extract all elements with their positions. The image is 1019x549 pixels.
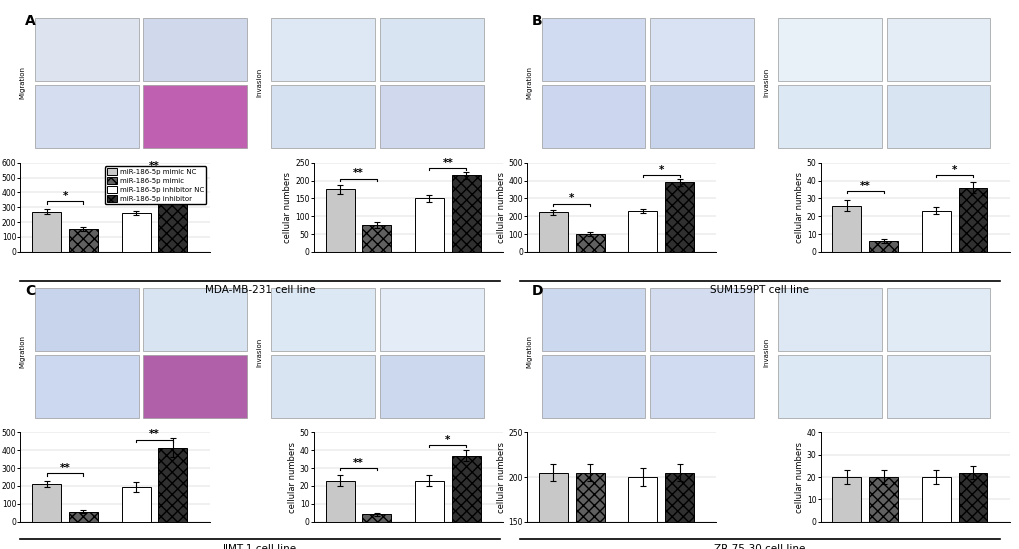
Text: A: A: [25, 14, 36, 28]
Bar: [538, 473, 568, 522]
Text: Invasion: Invasion: [256, 337, 262, 367]
Bar: [362, 225, 391, 252]
Bar: [325, 480, 355, 522]
FancyBboxPatch shape: [777, 288, 881, 351]
Bar: [868, 477, 897, 522]
Bar: [158, 447, 187, 522]
Bar: [121, 213, 151, 252]
FancyBboxPatch shape: [35, 355, 139, 418]
FancyBboxPatch shape: [541, 355, 645, 418]
Bar: [69, 512, 98, 522]
Text: **: **: [149, 429, 160, 439]
Bar: [832, 477, 860, 522]
Text: Migration: Migration: [19, 66, 25, 99]
Text: Migration: Migration: [526, 335, 532, 368]
Bar: [415, 480, 443, 522]
Y-axis label: cellular numbers: cellular numbers: [794, 172, 803, 243]
Bar: [628, 477, 656, 522]
Bar: [868, 241, 897, 252]
Text: **: **: [859, 181, 870, 191]
Text: C: C: [25, 284, 36, 298]
Bar: [158, 179, 187, 252]
Bar: [33, 484, 61, 522]
Legend: miR-186-5p mimic NC, miR-186-5p mimic, miR-186-5p inhibitor NC, miR-186-5p inhib: miR-186-5p mimic NC, miR-186-5p mimic, m…: [105, 166, 206, 204]
FancyBboxPatch shape: [35, 18, 139, 81]
Bar: [33, 212, 61, 252]
FancyBboxPatch shape: [541, 18, 645, 81]
FancyBboxPatch shape: [35, 85, 139, 148]
Y-axis label: cellular numbers: cellular numbers: [794, 441, 803, 513]
Bar: [451, 175, 480, 252]
FancyBboxPatch shape: [380, 18, 483, 81]
Text: **: **: [442, 158, 452, 167]
FancyBboxPatch shape: [649, 288, 753, 351]
Text: Migration: Migration: [526, 66, 532, 99]
Text: ZR-75-30 cell line: ZR-75-30 cell line: [713, 544, 805, 549]
Bar: [628, 211, 656, 252]
Bar: [921, 477, 950, 522]
Y-axis label: cellular numbers: cellular numbers: [283, 172, 292, 243]
FancyBboxPatch shape: [144, 355, 247, 418]
Bar: [832, 205, 860, 252]
FancyBboxPatch shape: [144, 288, 247, 351]
Text: Invasion: Invasion: [762, 337, 768, 367]
Text: Invasion: Invasion: [256, 68, 262, 97]
Bar: [921, 211, 950, 252]
Bar: [958, 188, 986, 252]
Text: SUM159PT cell line: SUM159PT cell line: [709, 285, 809, 295]
FancyBboxPatch shape: [777, 18, 881, 81]
FancyBboxPatch shape: [271, 355, 375, 418]
Bar: [69, 229, 98, 252]
Bar: [362, 514, 391, 522]
Text: B: B: [532, 14, 542, 28]
Text: **: **: [353, 169, 364, 178]
FancyBboxPatch shape: [380, 288, 483, 351]
FancyBboxPatch shape: [649, 18, 753, 81]
Bar: [538, 212, 568, 252]
FancyBboxPatch shape: [777, 355, 881, 418]
FancyBboxPatch shape: [271, 85, 375, 148]
FancyBboxPatch shape: [271, 288, 375, 351]
FancyBboxPatch shape: [649, 85, 753, 148]
Bar: [664, 182, 693, 252]
Bar: [576, 234, 604, 252]
Text: **: **: [60, 463, 70, 473]
Y-axis label: cellular numbers: cellular numbers: [496, 441, 505, 513]
Text: **: **: [353, 458, 364, 468]
Bar: [958, 473, 986, 522]
Text: JIMT-1 cell line: JIMT-1 cell line: [223, 544, 297, 549]
Text: *: *: [658, 165, 663, 175]
Text: *: *: [444, 434, 450, 445]
Text: *: *: [569, 193, 574, 203]
Y-axis label: cellular numbers: cellular numbers: [496, 172, 505, 243]
FancyBboxPatch shape: [886, 288, 989, 351]
Text: **: **: [149, 161, 160, 171]
Text: Invasion: Invasion: [762, 68, 768, 97]
FancyBboxPatch shape: [886, 85, 989, 148]
Bar: [576, 473, 604, 522]
FancyBboxPatch shape: [144, 18, 247, 81]
Text: MDA-MB-231 cell line: MDA-MB-231 cell line: [205, 285, 315, 295]
FancyBboxPatch shape: [380, 355, 483, 418]
FancyBboxPatch shape: [541, 85, 645, 148]
Text: *: *: [951, 165, 957, 175]
Y-axis label: cellular numbers: cellular numbers: [287, 441, 297, 513]
FancyBboxPatch shape: [886, 18, 989, 81]
Text: D: D: [532, 284, 543, 298]
Bar: [121, 487, 151, 522]
Bar: [451, 456, 480, 522]
FancyBboxPatch shape: [35, 288, 139, 351]
FancyBboxPatch shape: [271, 18, 375, 81]
FancyBboxPatch shape: [144, 85, 247, 148]
Text: *: *: [62, 191, 67, 201]
Bar: [415, 198, 443, 252]
FancyBboxPatch shape: [541, 288, 645, 351]
Text: Migration: Migration: [19, 335, 25, 368]
Bar: [325, 189, 355, 252]
FancyBboxPatch shape: [886, 355, 989, 418]
FancyBboxPatch shape: [380, 85, 483, 148]
Bar: [664, 473, 693, 522]
FancyBboxPatch shape: [777, 85, 881, 148]
FancyBboxPatch shape: [649, 355, 753, 418]
